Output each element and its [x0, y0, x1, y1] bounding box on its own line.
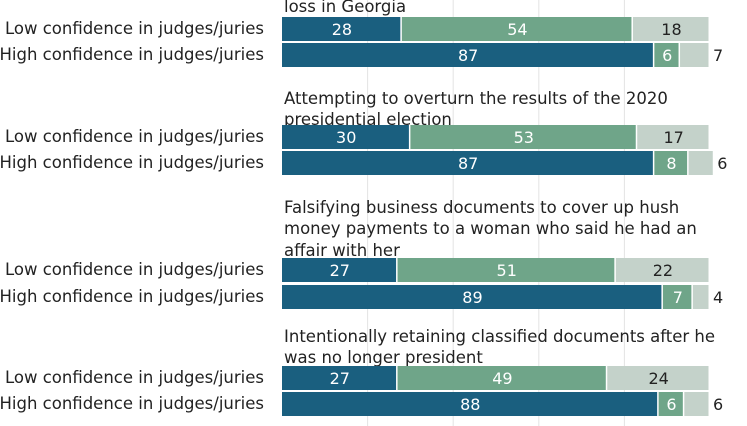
bar-segment: [282, 17, 401, 41]
bar-segment: [692, 285, 709, 309]
bar-segment: [654, 43, 679, 67]
data-label: 6: [662, 46, 672, 65]
data-label: 27: [330, 369, 350, 388]
data-label: 7: [673, 288, 683, 307]
group-title: loss in Georgia: [284, 0, 406, 16]
data-label: 30: [336, 128, 356, 147]
row-label: High confidence in judges/juries: [0, 153, 264, 172]
bar-segment: [662, 285, 692, 309]
row-label: Low confidence in judges/juries: [5, 260, 264, 279]
group-title: Intentionally retaining classified docum…: [284, 327, 715, 346]
bar-segment: [607, 366, 709, 390]
bar-segment: [282, 125, 409, 149]
group-title: was no longer president: [284, 348, 483, 367]
row-label: Low confidence in judges/juries: [5, 127, 264, 146]
bar-segment: [397, 258, 615, 282]
bar-segment: [632, 17, 709, 41]
bar-segment: [637, 125, 709, 149]
row-label: Low confidence in judges/juries: [5, 19, 264, 38]
data-label: 53: [514, 128, 534, 147]
data-label: 17: [663, 128, 683, 147]
bar-segment: [397, 366, 606, 390]
group-title: Attempting to overturn the results of th…: [284, 89, 668, 108]
row-label: High confidence in judges/juries: [0, 394, 264, 413]
group-title: money payments to a woman who said he ha…: [284, 219, 697, 238]
row-label: High confidence in judges/juries: [0, 45, 264, 64]
data-label: 6: [717, 154, 727, 173]
data-label: 8: [666, 154, 676, 173]
data-label: 7: [713, 46, 723, 65]
group-title: presidential election: [284, 110, 452, 129]
group-title: affair with her: [284, 241, 400, 260]
data-label: 6: [713, 395, 723, 414]
bar-segment: [401, 17, 632, 41]
data-label: 54: [507, 20, 527, 39]
row-label: High confidence in judges/juries: [0, 287, 264, 306]
data-label: 27: [330, 261, 350, 280]
data-label: 22: [653, 261, 673, 280]
data-label: 18: [661, 20, 681, 39]
gridlines: [367, 0, 625, 426]
bar-segment: [658, 392, 683, 416]
bar-segment: [282, 366, 397, 390]
data-label: 88: [460, 395, 480, 414]
data-label: 87: [458, 154, 478, 173]
bar-segment: [688, 151, 713, 175]
bar-segment: [684, 392, 709, 416]
data-label: 49: [492, 369, 512, 388]
bar-segment: [282, 285, 662, 309]
data-label: 28: [332, 20, 352, 39]
row-label: Low confidence in judges/juries: [5, 368, 264, 387]
bar-segment: [282, 43, 653, 67]
data-label: 6: [666, 395, 676, 414]
data-label: 87: [458, 46, 478, 65]
bar-segment: [680, 43, 709, 67]
bar-segment: [654, 151, 688, 175]
data-label: 24: [648, 369, 668, 388]
bar-segment: [615, 258, 709, 282]
bar-segment: [282, 151, 653, 175]
data-label: 4: [713, 288, 723, 307]
bar-segment: [282, 392, 658, 416]
group-title: Falsifying business documents to cover u…: [284, 198, 679, 217]
chart-marks: loss in Georgia Low confidence in judges/…: [0, 0, 727, 416]
data-label: 89: [462, 288, 482, 307]
data-label: 51: [497, 261, 517, 280]
bar-segment: [410, 125, 636, 149]
bar-segment: [282, 258, 397, 282]
